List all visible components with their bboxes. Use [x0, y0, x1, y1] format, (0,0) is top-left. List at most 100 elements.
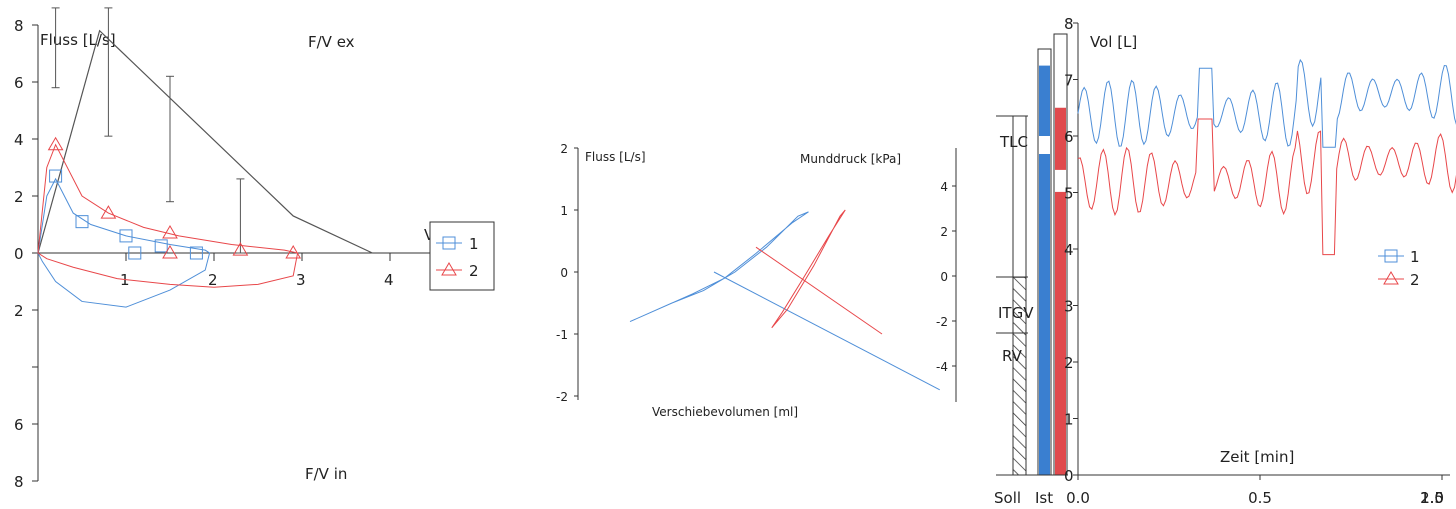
vt-legend-label-1: 1: [1410, 248, 1420, 266]
pv-left-tick-label: 2: [560, 142, 568, 156]
vt-y-tick-label: 3: [1064, 298, 1074, 316]
fv-y-tick-label: 0: [14, 245, 24, 263]
flow-volume-x-ticks: 1 2 3 4: [120, 253, 394, 289]
pv-series-2-line: [755, 246, 883, 335]
fv-series-2-curve: [37, 143, 299, 288]
ist-label: Ist: [1035, 489, 1053, 507]
flow-volume-reference: [37, 7, 373, 254]
lung-volume-bars: TLC ITGV RV Soll Ist: [994, 33, 1068, 507]
fv-reference-curve: [37, 29, 373, 254]
vt-y-tick-label: 4: [1064, 241, 1074, 259]
legend-label-1: 1: [469, 235, 479, 253]
vt-legend-square-marker: [1384, 249, 1398, 263]
fv-square-marker: [119, 229, 133, 243]
fv-x-tick-label: 3: [296, 271, 306, 289]
tlc-label: TLC: [999, 133, 1028, 151]
vt-x-tick-label: 0.5: [1248, 489, 1272, 507]
vt-y-tick-label: 8: [1064, 15, 1074, 33]
fv-triangle-marker: [162, 245, 178, 259]
vt-x-tick-label: 1.0: [1420, 489, 1444, 507]
pv-ylabel-left: Fluss [L/s]: [585, 150, 646, 164]
fv-y-tick-label: 6: [14, 74, 24, 92]
vt-ylabel: Vol [L]: [1090, 33, 1137, 51]
vt-series-2-trace: [1077, 118, 1456, 256]
fv-x-tick-label: 2: [208, 271, 218, 289]
pv-ylabel-right: Munddruck [kPa]: [800, 152, 901, 166]
fv-triangle-marker: [162, 225, 178, 239]
vt-series-1-trace: [1077, 58, 1456, 148]
vt-y-tick-label: 5: [1064, 185, 1074, 203]
vt-x-tick-label: 0.0: [1066, 489, 1090, 507]
fv-y-tick-label: 2: [14, 188, 24, 206]
fv-y-tick-label: 6: [14, 416, 24, 434]
fv-x-tick-label: 4: [384, 271, 394, 289]
legend-square-marker: [442, 236, 456, 250]
ist-bar-2-red-fill: [1055, 107, 1066, 475]
pv-left-tick-label: 0: [560, 266, 568, 280]
volume-time-chart: TLC ITGV RV Soll Ist Vol [L] Zeit [min] …: [994, 15, 1456, 507]
rv-label: RV: [1002, 347, 1023, 365]
vt-x-tick-label: 2.0: [1420, 489, 1444, 507]
fv-square-marker: [189, 246, 203, 260]
pv-xlabel: Verschiebevolumen [ml]: [652, 405, 798, 419]
ist-bar-1-blue-fill: [1039, 65, 1050, 475]
vt-y-tick-label: 0: [1064, 467, 1074, 485]
vt-y-tick-label: 2: [1064, 354, 1074, 372]
vt-x-ticks: 0.0 0.5 1.01.52.0: [1066, 475, 1444, 507]
fv-y-tick-label: 8: [14, 473, 24, 491]
ist-bar-2-gap: [1055, 169, 1066, 192]
pv-right-ticks: 4 2 0 -2 -4: [936, 180, 956, 374]
soll-label: Soll: [994, 489, 1021, 507]
fv-square-marker: [49, 169, 63, 183]
pv-left-tick-label: -1: [556, 328, 568, 342]
flow-volume-ylabel: Fluss [L/s]: [40, 31, 116, 49]
lung-volume-fills: [1012, 65, 1066, 476]
legend-triangle-marker: [441, 262, 457, 276]
flow-volume-legend: 1 2: [429, 221, 495, 291]
pv-series-1-loop: [629, 211, 809, 323]
pv-series: [629, 209, 940, 391]
fv-y-tick-label: 4: [14, 131, 24, 149]
vt-xlabel: Zeit [min]: [1220, 448, 1294, 466]
fv-series-1-curve: [37, 177, 211, 308]
fv-y-tick-label: 8: [14, 17, 24, 35]
flow-volume-title-top: F/V ex: [308, 33, 355, 51]
pv-left-ticks: 2 1 0 -1 -2: [556, 142, 578, 404]
pv-series-1-line: [713, 271, 940, 391]
volume-time-axes: [1077, 23, 1450, 476]
fv-triangle-marker: [285, 245, 302, 259]
pv-right-tick-label: 0: [940, 270, 948, 284]
ist-bar-1-gap: [1039, 136, 1050, 154]
vt-y-tick-label: 6: [1064, 128, 1074, 146]
vt-y-ticks: 0 1 2 3 4 5 6 7 8: [1064, 15, 1078, 485]
flow-volume-y-ticks: 8 6 4 2 0 2 6 8: [14, 17, 38, 491]
vt-legend-label-2: 2: [1410, 271, 1420, 289]
fv-square-marker: [154, 239, 168, 253]
pv-left-tick-label: 1: [560, 204, 568, 218]
pv-right-tick-label: -4: [936, 360, 948, 374]
itgv-label: ITGV: [998, 304, 1034, 322]
fv-triangle-marker: [100, 205, 117, 219]
vt-y-tick-label: 1: [1064, 411, 1074, 429]
fv-y-tick-label: 2: [14, 302, 24, 320]
fv-square-marker: [75, 215, 89, 229]
flow-volume-series: [37, 136, 302, 308]
fv-triangle-marker: [232, 242, 249, 256]
vt-y-tick-label: 7: [1064, 72, 1074, 90]
vt-legend-triangle-marker: [1383, 271, 1399, 285]
vt-x-tick-label: 1.5: [1420, 489, 1444, 507]
pv-right-tick-label: 4: [940, 180, 948, 194]
pv-series-2-loop: [771, 209, 846, 329]
vt-series: [1077, 58, 1456, 256]
vt-legend: 1 2: [1378, 248, 1420, 289]
legend-frame: [429, 221, 495, 291]
fv-x-tick-label: 1: [120, 271, 130, 289]
fv-triangle-marker: [47, 136, 64, 151]
flow-volume-title-bottom: F/V in: [305, 465, 347, 483]
pressure-volume-chart: Fluss [L/s] Munddruck [kPa] Verschiebevo…: [556, 142, 957, 419]
pv-left-tick-label: -2: [556, 390, 568, 404]
legend-label-2: 2: [469, 262, 479, 280]
pv-right-tick-label: -2: [936, 315, 948, 329]
